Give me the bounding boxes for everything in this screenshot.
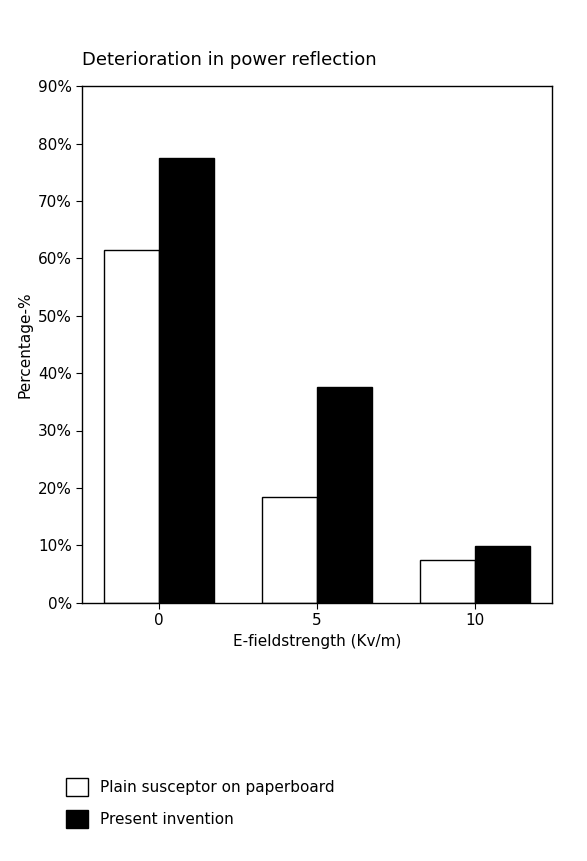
Bar	[103, 250, 159, 603]
Bar	[159, 158, 214, 603]
Bar	[420, 560, 475, 603]
Bar	[317, 387, 372, 603]
X-axis label: E-fieldstrength (Kv/m): E-fieldstrength (Kv/m)	[233, 634, 401, 648]
Bar	[262, 497, 317, 603]
Bar	[475, 547, 531, 603]
Legend: Plain susceptor on paperboard, Present invention: Plain susceptor on paperboard, Present i…	[66, 778, 335, 827]
Y-axis label: Percentage-%: Percentage-%	[17, 291, 32, 398]
Text: Deterioration in power reflection: Deterioration in power reflection	[82, 51, 377, 69]
